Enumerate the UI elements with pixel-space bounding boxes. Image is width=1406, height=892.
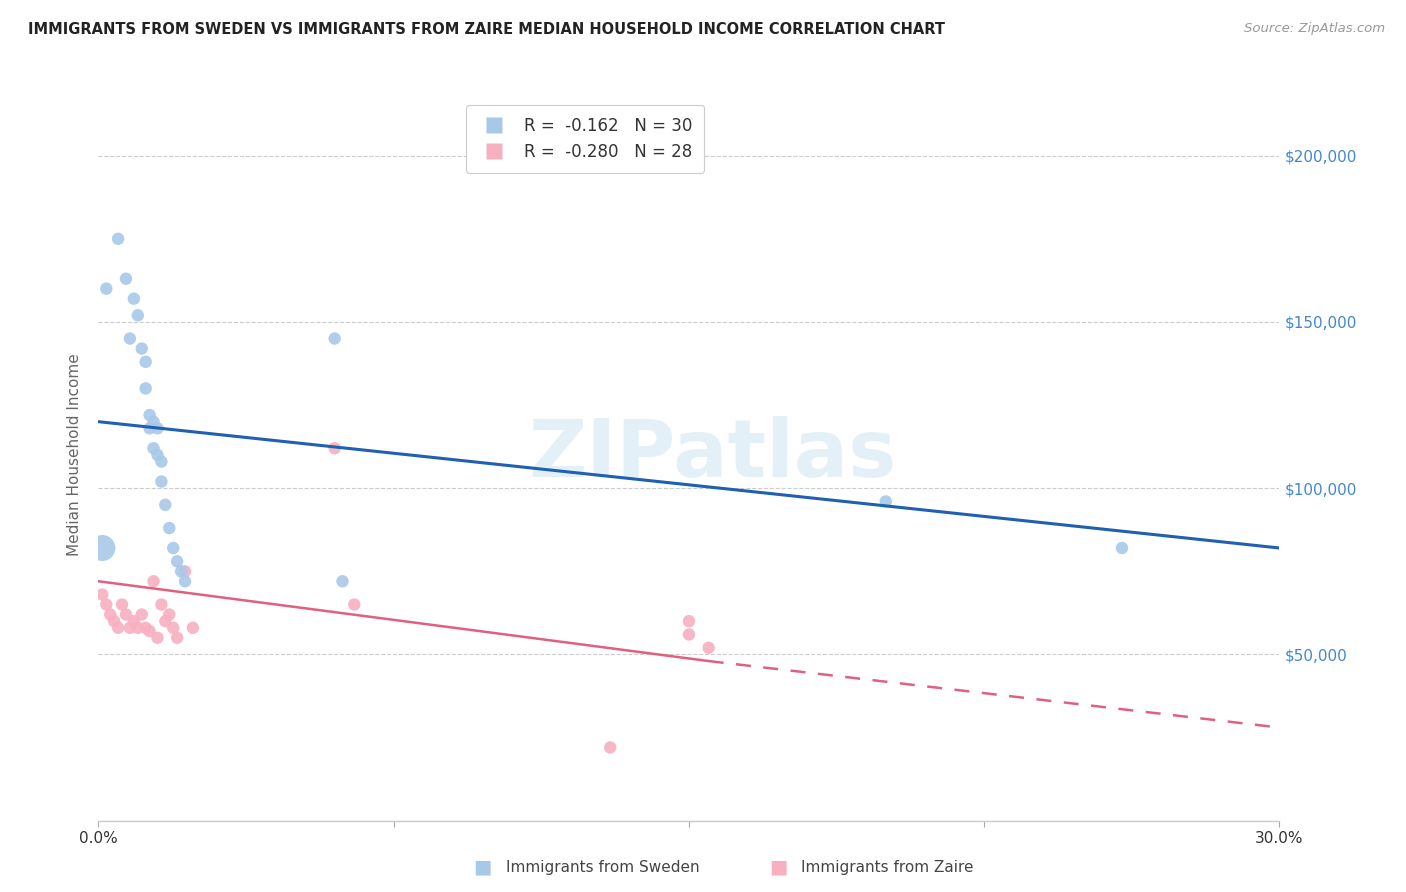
Point <box>107 232 129 246</box>
Point <box>115 607 138 622</box>
Point <box>155 498 177 512</box>
Point <box>96 598 118 612</box>
Point <box>1111 541 1133 555</box>
Point <box>678 627 700 641</box>
Point <box>323 442 346 456</box>
Point <box>157 607 180 622</box>
Point <box>146 421 169 435</box>
Point <box>155 614 177 628</box>
Point <box>107 621 129 635</box>
Point <box>118 332 141 346</box>
Point <box>122 614 145 628</box>
Point <box>142 574 165 589</box>
Point <box>162 621 184 635</box>
Point <box>170 564 193 578</box>
Point <box>91 541 114 555</box>
Point <box>96 282 118 296</box>
Point <box>138 624 160 639</box>
Text: ZIPatlas: ZIPatlas <box>529 416 897 494</box>
Point <box>150 598 173 612</box>
Point <box>174 564 197 578</box>
Point <box>98 607 121 622</box>
Text: IMMIGRANTS FROM SWEDEN VS IMMIGRANTS FROM ZAIRE MEDIAN HOUSEHOLD INCOME CORRELAT: IMMIGRANTS FROM SWEDEN VS IMMIGRANTS FRO… <box>28 22 945 37</box>
Point <box>142 442 165 456</box>
Point <box>166 631 188 645</box>
Point <box>142 415 165 429</box>
Legend: R =  -0.162   N = 30, R =  -0.280   N = 28: R = -0.162 N = 30, R = -0.280 N = 28 <box>465 105 704 172</box>
Point <box>323 332 346 346</box>
Point <box>127 621 149 635</box>
Point <box>166 554 188 568</box>
Point <box>138 421 160 435</box>
Point <box>115 271 138 285</box>
Point <box>343 598 366 612</box>
Point <box>678 614 700 628</box>
Point <box>162 541 184 555</box>
Point <box>135 355 157 369</box>
Point <box>127 308 149 322</box>
Point <box>332 574 354 589</box>
Text: ■: ■ <box>474 857 492 877</box>
Text: ■: ■ <box>769 857 787 877</box>
Point <box>138 408 160 422</box>
Point <box>697 640 720 655</box>
Point <box>91 588 114 602</box>
Point <box>150 454 173 468</box>
Point <box>599 740 621 755</box>
Point <box>118 621 141 635</box>
Point <box>875 494 897 508</box>
Text: Source: ZipAtlas.com: Source: ZipAtlas.com <box>1244 22 1385 36</box>
Point <box>157 521 180 535</box>
Point <box>131 342 153 356</box>
Y-axis label: Median Household Income: Median Household Income <box>67 353 83 557</box>
Point <box>174 574 197 589</box>
Point <box>103 614 125 628</box>
Point <box>131 607 153 622</box>
Point <box>135 381 157 395</box>
Text: Immigrants from Zaire: Immigrants from Zaire <box>801 860 974 874</box>
Point <box>150 475 173 489</box>
Point <box>181 621 204 635</box>
Point <box>122 292 145 306</box>
Point <box>146 448 169 462</box>
Point <box>135 621 157 635</box>
Point <box>111 598 134 612</box>
Point <box>146 631 169 645</box>
Text: Immigrants from Sweden: Immigrants from Sweden <box>506 860 700 874</box>
